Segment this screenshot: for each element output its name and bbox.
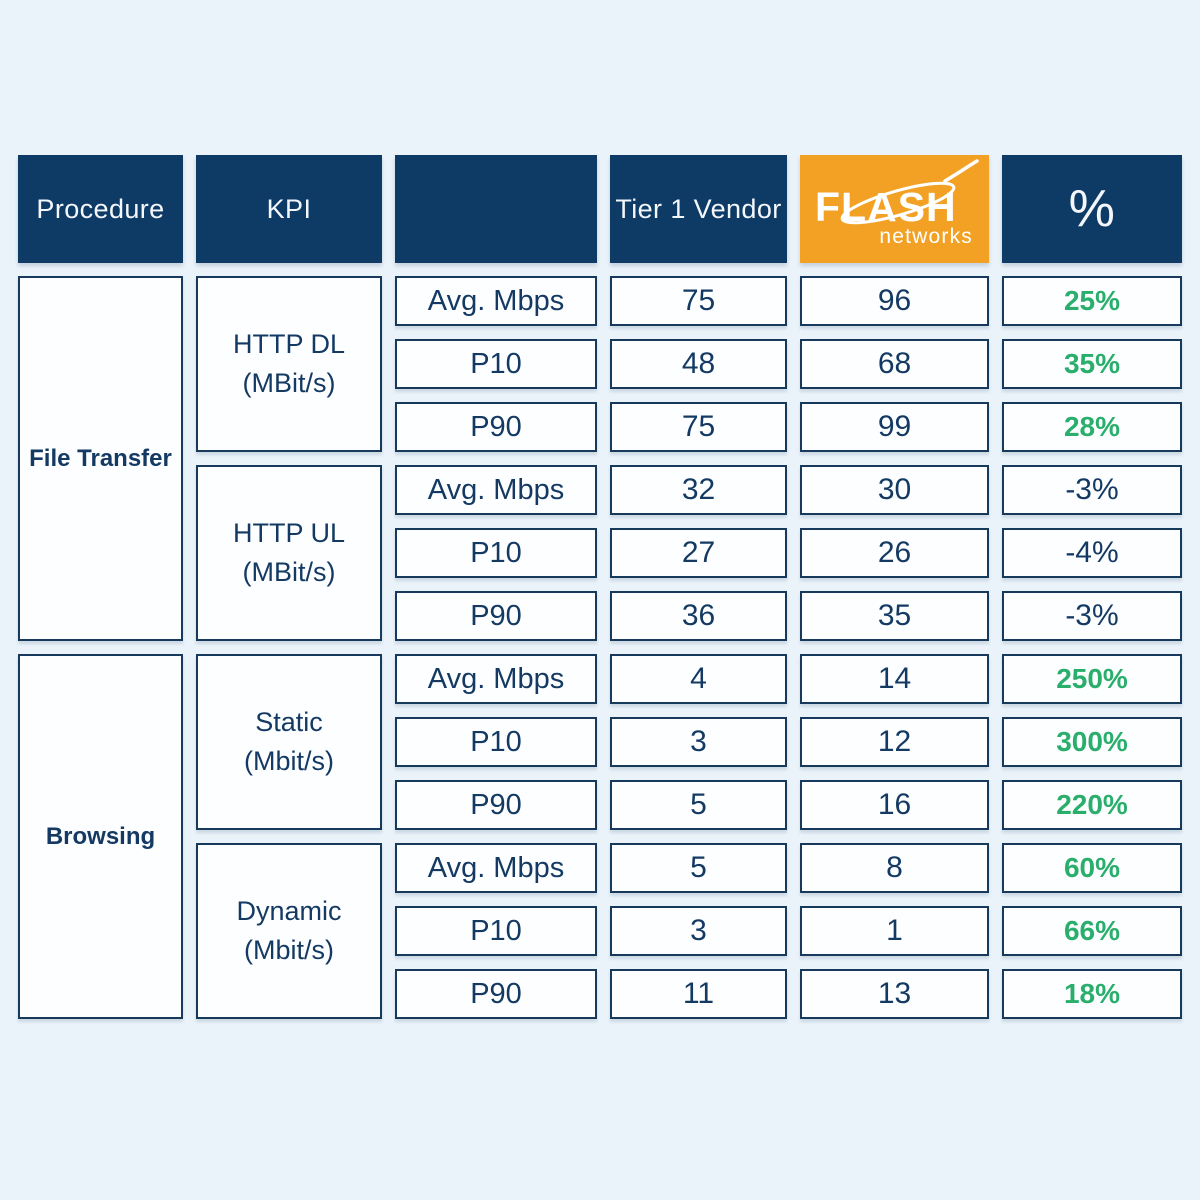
pct-value-cell: 25% bbox=[1002, 276, 1182, 326]
tier1-value-cell: 75 bbox=[610, 276, 787, 326]
tier1-value-cell: 3 bbox=[610, 717, 787, 767]
header-procedure-label: Procedure bbox=[36, 193, 165, 224]
header-flash-networks: FLASH networks bbox=[800, 155, 989, 263]
flash-value-cell: 13 bbox=[800, 969, 989, 1019]
metric-label-cell: Avg. Mbps bbox=[395, 654, 597, 704]
tier1-value-cell: 4 bbox=[610, 654, 787, 704]
pct-value-cell: 60% bbox=[1002, 843, 1182, 893]
pct-value-cell: 18% bbox=[1002, 969, 1182, 1019]
swoosh-orbit-icon bbox=[840, 181, 955, 225]
metric-label-cell: P10 bbox=[395, 339, 597, 389]
pct-value-cell: -3% bbox=[1002, 465, 1182, 515]
header-metric-blank bbox=[395, 155, 597, 263]
kpi-label-line2: (Mbit/s) bbox=[244, 935, 334, 965]
tier1-value-cell: 48 bbox=[610, 339, 787, 389]
metric-label-cell: Avg. Mbps bbox=[395, 843, 597, 893]
header-tier1-vendor: Tier 1 Vendor bbox=[610, 155, 787, 263]
kpi-label-line1: Dynamic bbox=[236, 895, 342, 926]
kpi-cell-http-dl: HTTP DL (MBit/s) bbox=[196, 276, 382, 452]
flash-value-cell: 12 bbox=[800, 717, 989, 767]
tier1-value-cell: 5 bbox=[610, 780, 787, 830]
pct-value-cell: 300% bbox=[1002, 717, 1182, 767]
flash-value-cell: 35 bbox=[800, 591, 989, 641]
metric-label-cell: Avg. Mbps bbox=[395, 276, 597, 326]
metric-label-cell: P90 bbox=[395, 780, 597, 830]
pct-value-cell: 220% bbox=[1002, 780, 1182, 830]
tier1-value-cell: 32 bbox=[610, 465, 787, 515]
procedure-label: Browsing bbox=[45, 822, 156, 850]
flash-value-cell: 68 bbox=[800, 339, 989, 389]
pct-value-cell: -3% bbox=[1002, 591, 1182, 641]
kpi-cell-static: Static (Mbit/s) bbox=[196, 654, 382, 830]
kpi-label-line2: (Mbit/s) bbox=[244, 746, 334, 776]
header-percent-label: % bbox=[1068, 180, 1116, 238]
flash-value-cell: 16 bbox=[800, 780, 989, 830]
metric-label-cell: P90 bbox=[395, 402, 597, 452]
swoosh-tail-icon bbox=[942, 159, 979, 183]
flash-sub-text: networks bbox=[879, 225, 973, 248]
kpi-cell-http-ul: HTTP UL (MBit/s) bbox=[196, 465, 382, 641]
tier1-value-cell: 36 bbox=[610, 591, 787, 641]
procedure-label: File Transfer bbox=[29, 444, 172, 472]
kpi-label-line2: (MBit/s) bbox=[242, 368, 336, 398]
metric-label-cell: P90 bbox=[395, 969, 597, 1019]
flash-value-cell: 96 bbox=[800, 276, 989, 326]
tier1-value-cell: 3 bbox=[610, 906, 787, 956]
kpi-label-line1: Static bbox=[255, 706, 323, 737]
pct-value-cell: -4% bbox=[1002, 528, 1182, 578]
tier1-value-cell: 5 bbox=[610, 843, 787, 893]
procedure-cell-browsing: Browsing bbox=[18, 654, 183, 1019]
kpi-cell-dynamic: Dynamic (Mbit/s) bbox=[196, 843, 382, 1019]
pct-value-cell: 250% bbox=[1002, 654, 1182, 704]
flash-value-cell: 26 bbox=[800, 528, 989, 578]
flash-value-cell: 30 bbox=[800, 465, 989, 515]
flash-value-cell: 99 bbox=[800, 402, 989, 452]
metric-label-cell: P10 bbox=[395, 906, 597, 956]
metric-label-cell: P90 bbox=[395, 591, 597, 641]
flash-brand-text: FLASH bbox=[815, 184, 957, 230]
header-kpi: KPI bbox=[196, 155, 382, 263]
metric-label-cell: P10 bbox=[395, 528, 597, 578]
pct-value-cell: 66% bbox=[1002, 906, 1182, 956]
kpi-label-line1: HTTP DL bbox=[232, 328, 346, 359]
flash-value-cell: 14 bbox=[800, 654, 989, 704]
flash-networks-logo: FLASH networks bbox=[800, 155, 989, 263]
header-procedure: Procedure bbox=[18, 155, 183, 263]
tier1-value-cell: 27 bbox=[610, 528, 787, 578]
pct-value-cell: 35% bbox=[1002, 339, 1182, 389]
flash-value-cell: 1 bbox=[800, 906, 989, 956]
flash-networks-logo-icon: FLASH networks bbox=[815, 159, 979, 248]
metric-label-cell: P10 bbox=[395, 717, 597, 767]
tier1-value-cell: 11 bbox=[610, 969, 787, 1019]
pct-value-cell: 28% bbox=[1002, 402, 1182, 452]
tier1-value-cell: 75 bbox=[610, 402, 787, 452]
metric-label-cell: Avg. Mbps bbox=[395, 465, 597, 515]
procedure-cell-file-transfer: File Transfer bbox=[18, 276, 183, 641]
kpi-label-line2: (MBit/s) bbox=[242, 557, 336, 587]
header-tier1-label: Tier 1 Vendor bbox=[615, 193, 782, 224]
kpi-label-line1: HTTP UL bbox=[232, 517, 346, 548]
kpi-comparison-table: Procedure KPI Tier 1 Vendor FLASH networ… bbox=[18, 155, 1182, 1019]
flash-value-cell: 8 bbox=[800, 843, 989, 893]
header-kpi-label: KPI bbox=[266, 193, 312, 224]
header-percent: % bbox=[1002, 155, 1182, 263]
